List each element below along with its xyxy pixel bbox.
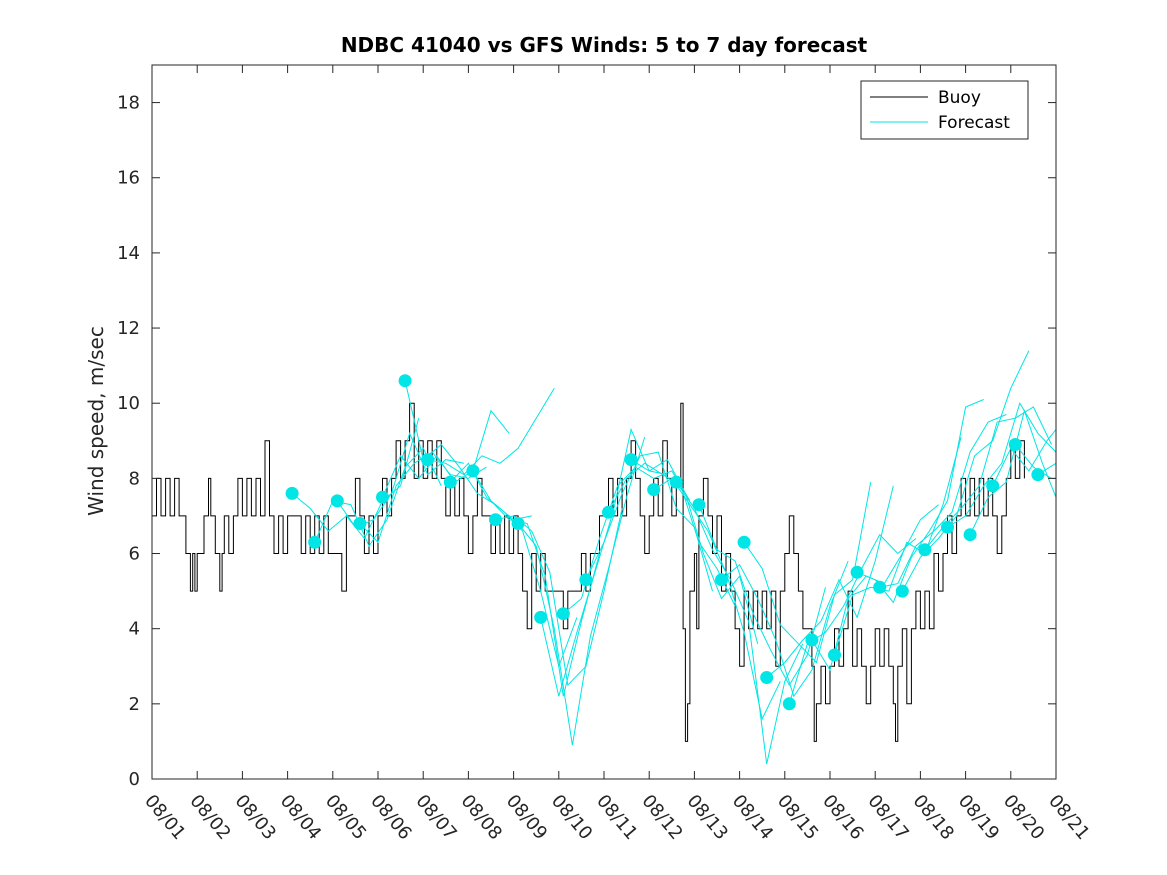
legend-buoy-label: Buoy xyxy=(938,88,981,108)
forecast-run-8 xyxy=(472,470,600,697)
forecast-marker-9 xyxy=(489,513,502,527)
forecast-marker-19 xyxy=(715,573,728,587)
forecast-run-13 xyxy=(585,451,713,592)
forecast-run-20 xyxy=(743,482,872,664)
forecast-marker-18 xyxy=(692,498,706,512)
y-tick-label: 14 xyxy=(117,243,140,264)
forecast-marker-23 xyxy=(805,633,819,647)
forecast-marker-25 xyxy=(850,565,864,579)
y-tick-label: 18 xyxy=(117,93,140,114)
y-axis: 0 2 4 6 8 10 12 14 16 18 xyxy=(117,93,1056,790)
forecast-marker-14 xyxy=(602,505,615,519)
y-tick-label: 16 xyxy=(117,168,140,189)
forecast-marker-20 xyxy=(737,535,751,549)
forecast-marker-7 xyxy=(443,475,457,489)
forecast-marker-32 xyxy=(1008,438,1022,451)
forecast-run-19 xyxy=(721,560,849,698)
forecast-marker-28 xyxy=(918,543,932,557)
y-tick-label: 2 xyxy=(129,694,140,715)
forecast-marker-2 xyxy=(330,494,344,508)
forecast-marker-30 xyxy=(963,528,977,542)
forecast-run-18 xyxy=(698,504,826,687)
forecast-marker-13 xyxy=(579,573,593,587)
forecast-marker-11 xyxy=(534,610,548,624)
forecast-run-15 xyxy=(630,458,759,644)
forecast-run-29 xyxy=(947,401,1057,528)
forecast-run-31 xyxy=(992,429,1057,487)
forecast-run-6 xyxy=(427,387,555,476)
forecast-run-26 xyxy=(879,414,1007,588)
forecast-marker-16 xyxy=(647,483,661,497)
forecast-marker-26 xyxy=(873,580,887,594)
forecast-marker-15 xyxy=(624,453,638,467)
buoy-line xyxy=(152,402,1025,742)
axes-background xyxy=(152,65,1056,779)
forecast-markers xyxy=(285,374,1045,711)
chart-title: NDBC 41040 vs GFS Winds: 5 to 7 day fore… xyxy=(341,33,868,57)
forecast-marker-29 xyxy=(941,520,954,534)
forecast-marker-27 xyxy=(895,584,909,598)
legend-box xyxy=(860,80,1029,140)
y-tick-label: 0 xyxy=(129,769,140,790)
forecast-marker-3 xyxy=(353,517,367,530)
forecast-run-10 xyxy=(517,436,646,746)
forecast-run-4 xyxy=(382,409,510,498)
forecast-marker-10 xyxy=(511,517,525,530)
plot-area xyxy=(152,65,1057,779)
legend: Buoy Forecast xyxy=(860,80,1029,140)
forecast-marker-21 xyxy=(760,671,774,684)
y-tick-label: 10 xyxy=(117,393,140,414)
y-tick-label: 8 xyxy=(129,468,140,489)
forecast-marker-12 xyxy=(556,607,570,621)
buoy-series xyxy=(152,402,1025,742)
forecast-marker-24 xyxy=(828,648,841,662)
forecast-marker-22 xyxy=(782,697,796,711)
y-tick-label: 6 xyxy=(129,544,140,565)
forecast-run-12 xyxy=(562,466,691,615)
forecast-marker-33 xyxy=(1031,468,1045,482)
legend-forecast-label: Forecast xyxy=(938,113,1010,133)
forecast-marker-17 xyxy=(669,475,683,489)
forecast-marker-4 xyxy=(376,490,389,504)
forecast-marker-5 xyxy=(398,374,412,388)
forecast-marker-31 xyxy=(986,479,1000,493)
y-tick-label: 4 xyxy=(129,619,140,640)
y-axis-label: Wind speed, m/sec xyxy=(84,326,108,516)
forecast-marker-6 xyxy=(421,453,435,467)
forecast-run-17 xyxy=(675,481,804,765)
forecast-marker-8 xyxy=(466,464,480,478)
y-tick-label: 12 xyxy=(117,318,140,339)
forecast-marker-0 xyxy=(285,486,299,500)
forecast-marker-1 xyxy=(308,535,322,549)
forecast-run-21 xyxy=(766,485,894,678)
